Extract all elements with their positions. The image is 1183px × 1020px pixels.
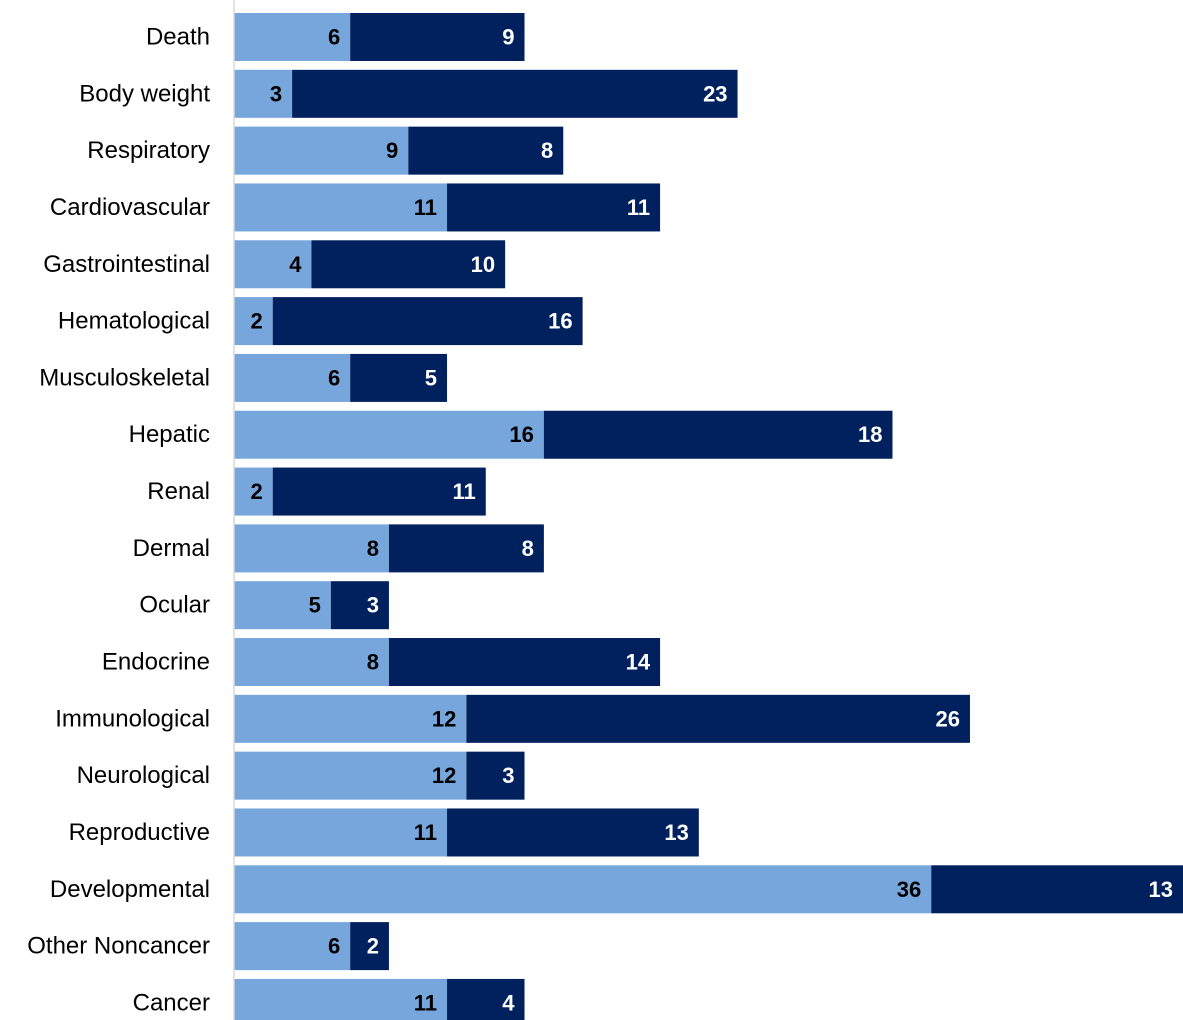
category-label-dermal: Dermal (133, 535, 210, 562)
bar-dermal-segment-2 (388, 524, 544, 573)
bar-developmental-segment-1 (234, 865, 932, 914)
bar-body-weight-segment-2 (292, 69, 738, 118)
data-label-cardiovascular-segment-1: 11 (414, 195, 437, 220)
category-label-other-noncancer: Other Noncancer (27, 933, 210, 960)
data-label-hepatic-segment-2: 18 (858, 422, 882, 447)
category-label-reproductive: Reproductive (69, 819, 210, 846)
data-label-musculoskeletal-segment-1: 6 (328, 365, 340, 390)
data-label-gastrointestinal-segment-1: 4 (289, 252, 302, 277)
category-label-death: Death (146, 24, 210, 51)
bar-hepatic-segment-1 (234, 410, 544, 459)
data-label-immunological-segment-2: 26 (935, 706, 959, 731)
bar-gastrointestinal-segment-1 (234, 240, 312, 289)
bar-body-weight-segment-1 (234, 69, 293, 118)
category-label-developmental: Developmental (50, 876, 210, 903)
data-label-ocular-segment-2: 3 (367, 593, 379, 618)
data-label-ocular-segment-1: 5 (309, 593, 321, 618)
bar-other-noncancer-segment-2 (350, 922, 389, 971)
bar-reproductive-segment-1 (234, 808, 448, 857)
data-label-hepatic-segment-1: 16 (509, 422, 533, 447)
category-label-ocular: Ocular (139, 592, 210, 619)
category-label-hepatic: Hepatic (129, 421, 210, 448)
data-label-cancer-segment-2: 4 (502, 990, 515, 1015)
data-label-immunological-segment-1: 12 (432, 706, 456, 731)
category-label-endocrine: Endocrine (102, 649, 210, 676)
data-label-death-segment-2: 9 (502, 25, 514, 50)
category-labels: Death Body weight Respiratory Cardiovascula… (27, 24, 210, 1017)
data-label-neurological-segment-1: 12 (432, 763, 456, 788)
bar-immunological-segment-2 (466, 694, 970, 743)
bar-renal-segment-1 (234, 467, 273, 516)
bar-hepatic-segment-2 (543, 410, 893, 459)
bar-neurological-segment-1 (234, 751, 467, 800)
bar-cardiovascular-segment-2 (447, 183, 661, 232)
data-label-developmental-segment-1: 36 (897, 877, 921, 902)
category-label-hematological: Hematological (58, 308, 210, 335)
data-label-neurological-segment-2: 3 (502, 763, 514, 788)
category-label-renal: Renal (147, 478, 210, 505)
data-label-gastrointestinal-segment-2: 10 (471, 252, 495, 277)
data-label-renal-segment-2: 11 (453, 479, 476, 504)
category-label-respiratory: Respiratory (87, 137, 210, 164)
bar-death-segment-2 (350, 13, 525, 61)
bar-endocrine-segment-2 (388, 638, 661, 687)
category-label-musculoskeletal: Musculoskeletal (39, 364, 210, 391)
bar-immunological-segment-1 (234, 694, 467, 743)
bar-cancer-segment-1 (234, 978, 448, 1020)
data-label-reproductive-segment-2: 13 (664, 820, 688, 845)
bar-dermal-segment-1 (234, 524, 389, 573)
bar-ocular-segment-2 (330, 581, 389, 630)
data-label-hematological-segment-2: 16 (548, 309, 572, 334)
data-label-death-segment-1: 6 (328, 25, 340, 50)
data-label-other-noncancer-segment-1: 6 (328, 934, 340, 959)
bar-other-noncancer-segment-1 (234, 922, 351, 971)
category-label-body-weight: Body weight (79, 80, 210, 107)
category-label-cancer: Cancer (133, 989, 210, 1016)
bar-neurological-segment-2 (466, 751, 525, 800)
bar-musculoskeletal-segment-1 (234, 353, 351, 402)
category-label-neurological: Neurological (77, 762, 210, 789)
data-label-other-noncancer-segment-2: 2 (367, 934, 379, 959)
bar-renal-segment-2 (272, 467, 486, 516)
bar-death-segment-1 (234, 13, 351, 61)
bar-gastrointestinal-segment-2 (311, 240, 506, 289)
data-label-cardiovascular-segment-2: 11 (627, 195, 650, 220)
category-label-cardiovascular: Cardiovascular (50, 194, 210, 221)
bar-ocular-segment-1 (234, 581, 331, 630)
bar-reproductive-segment-2 (447, 808, 699, 857)
data-label-musculoskeletal-segment-2: 5 (425, 365, 437, 390)
bar-cancer-segment-2 (447, 978, 525, 1020)
data-label-developmental-segment-2: 13 (1149, 877, 1173, 902)
bar-respiratory-segment-2 (408, 126, 564, 175)
bar-respiratory-segment-1 (234, 126, 409, 175)
data-label-body-weight-segment-1: 3 (270, 81, 282, 106)
bar-musculoskeletal-segment-2 (350, 353, 448, 402)
data-label-cancer-segment-1: 11 (414, 990, 437, 1015)
bar-endocrine-segment-1 (234, 638, 389, 687)
data-label-respiratory-segment-1: 9 (386, 138, 398, 163)
data-label-dermal-segment-2: 8 (522, 536, 534, 561)
bars (234, 13, 1183, 1020)
bar-cardiovascular-segment-1 (234, 183, 448, 232)
category-label-immunological: Immunological (55, 705, 210, 732)
data-label-body-weight-segment-2: 23 (703, 81, 727, 106)
data-label-endocrine-segment-2: 14 (626, 650, 651, 675)
bar-hematological-segment-2 (272, 297, 583, 346)
category-label-gastrointestinal: Gastrointestinal (43, 251, 210, 278)
bar-developmental-segment-2 (931, 865, 1183, 914)
data-label-reproductive-segment-1: 11 (414, 820, 437, 845)
data-label-respiratory-segment-2: 8 (541, 138, 553, 163)
data-label-dermal-segment-1: 8 (367, 536, 379, 561)
data-label-renal-segment-1: 2 (250, 479, 262, 504)
bar-hematological-segment-1 (234, 297, 273, 346)
data-label-hematological-segment-1: 2 (250, 309, 262, 334)
data-label-endocrine-segment-1: 8 (367, 650, 379, 675)
